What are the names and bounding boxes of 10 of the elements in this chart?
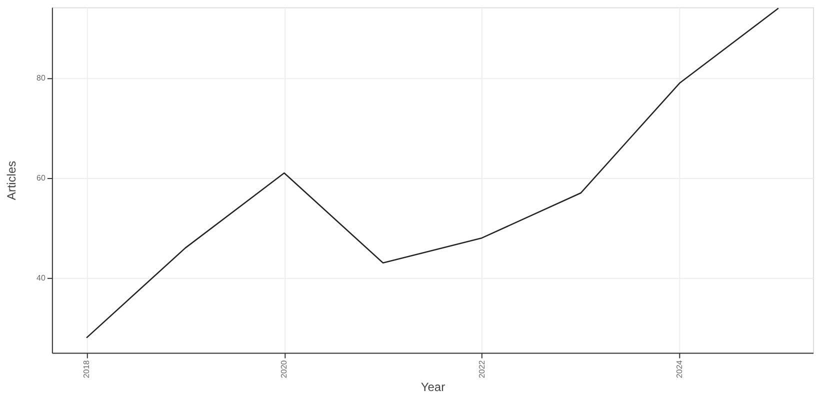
x-axis-title: Year (420, 380, 446, 394)
y-tick-label: 80 (36, 74, 46, 83)
y-tick-label: 60 (36, 174, 46, 183)
x-tick-label: 2024 (675, 360, 684, 378)
y-axis-title: Articles (4, 160, 19, 200)
line-series (86, 8, 780, 338)
x-tick-label: 2022 (477, 360, 486, 378)
y-tick-label: 40 (36, 273, 46, 282)
x-tick-label: 2018 (82, 360, 92, 378)
x-tick-label: 2020 (280, 360, 289, 378)
